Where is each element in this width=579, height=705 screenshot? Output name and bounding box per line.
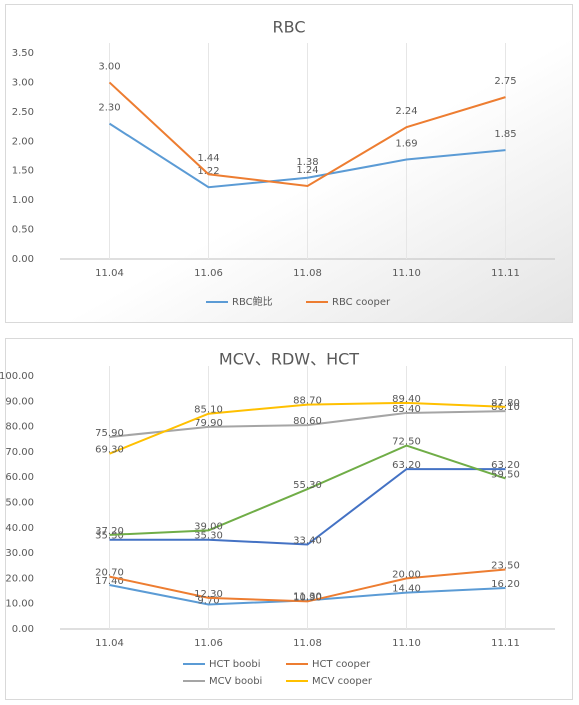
data-label: 75.90: [95, 428, 124, 439]
chart-title: RBC: [273, 18, 306, 37]
series-line: [109, 444, 506, 536]
data-label: 20.00: [392, 569, 421, 580]
data-label: 88.70: [293, 396, 322, 407]
x-tick-label: 11.06: [194, 638, 223, 649]
y-tick-label: 0.50: [12, 225, 34, 236]
data-label: 59.50: [491, 469, 520, 480]
data-label: 23.50: [491, 561, 520, 572]
y-tick-label: 100.00: [0, 371, 34, 382]
y-tick-label: 2.00: [12, 136, 34, 147]
y-tick-label: 3.50: [12, 48, 34, 59]
series-line: [109, 401, 506, 455]
data-label: 69.30: [95, 445, 124, 456]
data-label: 80.60: [293, 416, 322, 427]
x-tick-label: 11.11: [491, 638, 520, 649]
series-line: [108, 81, 506, 188]
y-tick-label: 1.50: [12, 166, 34, 177]
data-label: 12.30: [194, 589, 223, 600]
data-label: 37.20: [95, 526, 124, 537]
y-tick-label: 0.00: [12, 624, 34, 635]
data-label: 86.10: [491, 402, 520, 413]
legend-label: HCT cooper: [312, 659, 371, 670]
legend-label: RBC cooper: [332, 297, 391, 308]
x-tick-label: 11.04: [95, 638, 124, 649]
y-tick-label: 60.00: [5, 472, 34, 483]
y-tick-label: 20.00: [5, 573, 34, 584]
data-label: 1.44: [197, 153, 219, 164]
chart-title: MCV、RDW、HCT: [219, 350, 359, 369]
data-label: 79.90: [194, 418, 223, 429]
x-tick-label: 11.11: [491, 268, 520, 279]
data-label: 9.70: [197, 595, 219, 606]
series-line: [108, 122, 506, 189]
data-label: 33.40: [293, 535, 322, 546]
data-label: 1.22: [197, 166, 219, 177]
data-label: 63.20: [491, 460, 520, 471]
y-tick-label: 40.00: [5, 523, 34, 534]
data-label: 17.40: [95, 576, 124, 587]
data-label: 3.00: [98, 61, 120, 72]
data-label: 85.10: [194, 405, 223, 416]
series-line: [109, 568, 506, 603]
data-label: 10.90: [293, 592, 322, 603]
data-label: 85.40: [392, 404, 421, 415]
chart-frame: [5, 338, 573, 700]
data-label: 16.20: [491, 579, 520, 590]
data-label: 87.80: [491, 398, 520, 409]
data-label: 35.30: [95, 531, 124, 542]
data-label: 1.69: [395, 139, 417, 150]
y-tick-label: 10.00: [5, 599, 34, 610]
x-tick-label: 11.08: [293, 638, 322, 649]
data-label: 2.30: [98, 103, 120, 114]
data-label: 1.38: [296, 157, 318, 168]
y-tick-label: 80.00: [5, 422, 34, 433]
y-tick-label: 90.00: [5, 396, 34, 407]
x-tick-label: 11.04: [95, 268, 124, 279]
x-tick-label: 11.08: [293, 268, 322, 279]
data-label: 2.24: [395, 106, 417, 117]
y-tick-label: 30.00: [5, 548, 34, 559]
data-label: 20.70: [95, 568, 124, 579]
y-tick-label: 2.50: [12, 107, 34, 118]
data-label: 2.75: [494, 76, 516, 87]
x-tick-label: 11.10: [392, 638, 421, 649]
data-label: 55.30: [293, 480, 322, 491]
data-label: 1.85: [494, 129, 516, 140]
legend-label: MCV cooper: [312, 676, 373, 687]
legend-label: MCV boobi: [209, 676, 262, 687]
y-tick-label: 70.00: [5, 447, 34, 458]
x-tick-label: 11.10: [392, 268, 421, 279]
data-label: 14.40: [392, 584, 421, 595]
x-tick-label: 11.06: [194, 268, 223, 279]
data-label: 72.50: [392, 437, 421, 448]
legend-label: RBC鲍比: [232, 295, 273, 308]
data-label: 35.30: [194, 531, 223, 542]
y-tick-label: 50.00: [5, 498, 34, 509]
y-tick-label: 3.00: [12, 77, 34, 88]
series-line: [109, 468, 506, 546]
data-label: 39.00: [194, 521, 223, 532]
chart-frame: [5, 4, 573, 323]
y-tick-label: 0.00: [12, 254, 34, 265]
y-tick-label: 1.00: [12, 195, 34, 206]
data-label: 63.20: [392, 460, 421, 471]
data-label: 1.24: [296, 165, 318, 176]
series-line: [109, 410, 506, 438]
data-label: 11.30: [293, 591, 322, 602]
legend-label: HCT boobi: [209, 659, 261, 670]
data-label: 89.40: [392, 394, 421, 405]
